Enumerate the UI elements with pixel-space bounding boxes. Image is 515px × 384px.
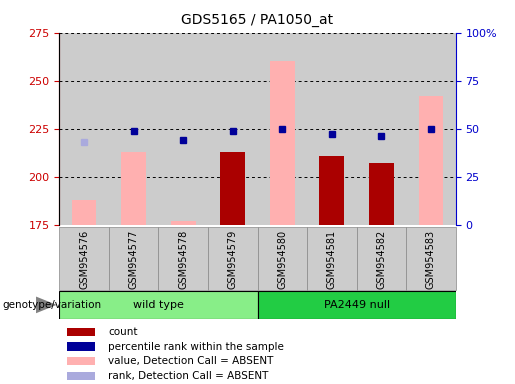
Text: GSM954578: GSM954578	[178, 230, 188, 289]
Bar	[406, 33, 456, 225]
Bar	[67, 343, 95, 351]
Bar	[208, 227, 258, 290]
Text: GSM954576: GSM954576	[79, 230, 89, 289]
Text: GSM954580: GSM954580	[277, 230, 287, 289]
Bar	[258, 291, 456, 319]
Bar	[258, 33, 307, 225]
Polygon shape	[36, 296, 57, 313]
Text: GSM954577: GSM954577	[129, 230, 139, 289]
Text: count: count	[108, 327, 138, 337]
Text: GDS5165 / PA1050_at: GDS5165 / PA1050_at	[181, 13, 334, 27]
Bar	[109, 33, 158, 225]
Bar	[220, 152, 245, 225]
Text: GSM954579: GSM954579	[228, 230, 238, 289]
Bar	[158, 33, 208, 225]
Text: percentile rank within the sample: percentile rank within the sample	[108, 342, 284, 352]
Bar	[419, 96, 443, 225]
Bar	[356, 33, 406, 225]
Bar	[159, 227, 208, 290]
Bar	[356, 227, 406, 290]
Bar	[59, 33, 109, 225]
Bar	[307, 227, 356, 290]
Text: value, Detection Call = ABSENT: value, Detection Call = ABSENT	[108, 356, 273, 366]
Bar	[72, 200, 96, 225]
Bar	[121, 152, 146, 225]
Bar	[208, 33, 258, 225]
Text: genotype/variation: genotype/variation	[3, 300, 101, 310]
Bar	[406, 227, 456, 290]
Bar	[369, 163, 394, 225]
Bar	[67, 357, 95, 365]
Text: GSM954582: GSM954582	[376, 230, 386, 289]
Text: GSM954583: GSM954583	[426, 230, 436, 289]
Bar	[67, 328, 95, 336]
Bar	[319, 156, 344, 225]
Bar	[307, 33, 356, 225]
Bar	[109, 227, 159, 290]
Text: rank, Detection Call = ABSENT: rank, Detection Call = ABSENT	[108, 371, 268, 381]
Bar	[59, 291, 258, 319]
Bar	[67, 372, 95, 380]
Text: wild type: wild type	[133, 300, 184, 310]
Text: PA2449 null: PA2449 null	[323, 300, 390, 310]
Bar	[171, 221, 196, 225]
Bar	[59, 227, 109, 290]
Bar	[270, 61, 295, 225]
Text: GSM954581: GSM954581	[327, 230, 337, 289]
Bar	[258, 227, 307, 290]
